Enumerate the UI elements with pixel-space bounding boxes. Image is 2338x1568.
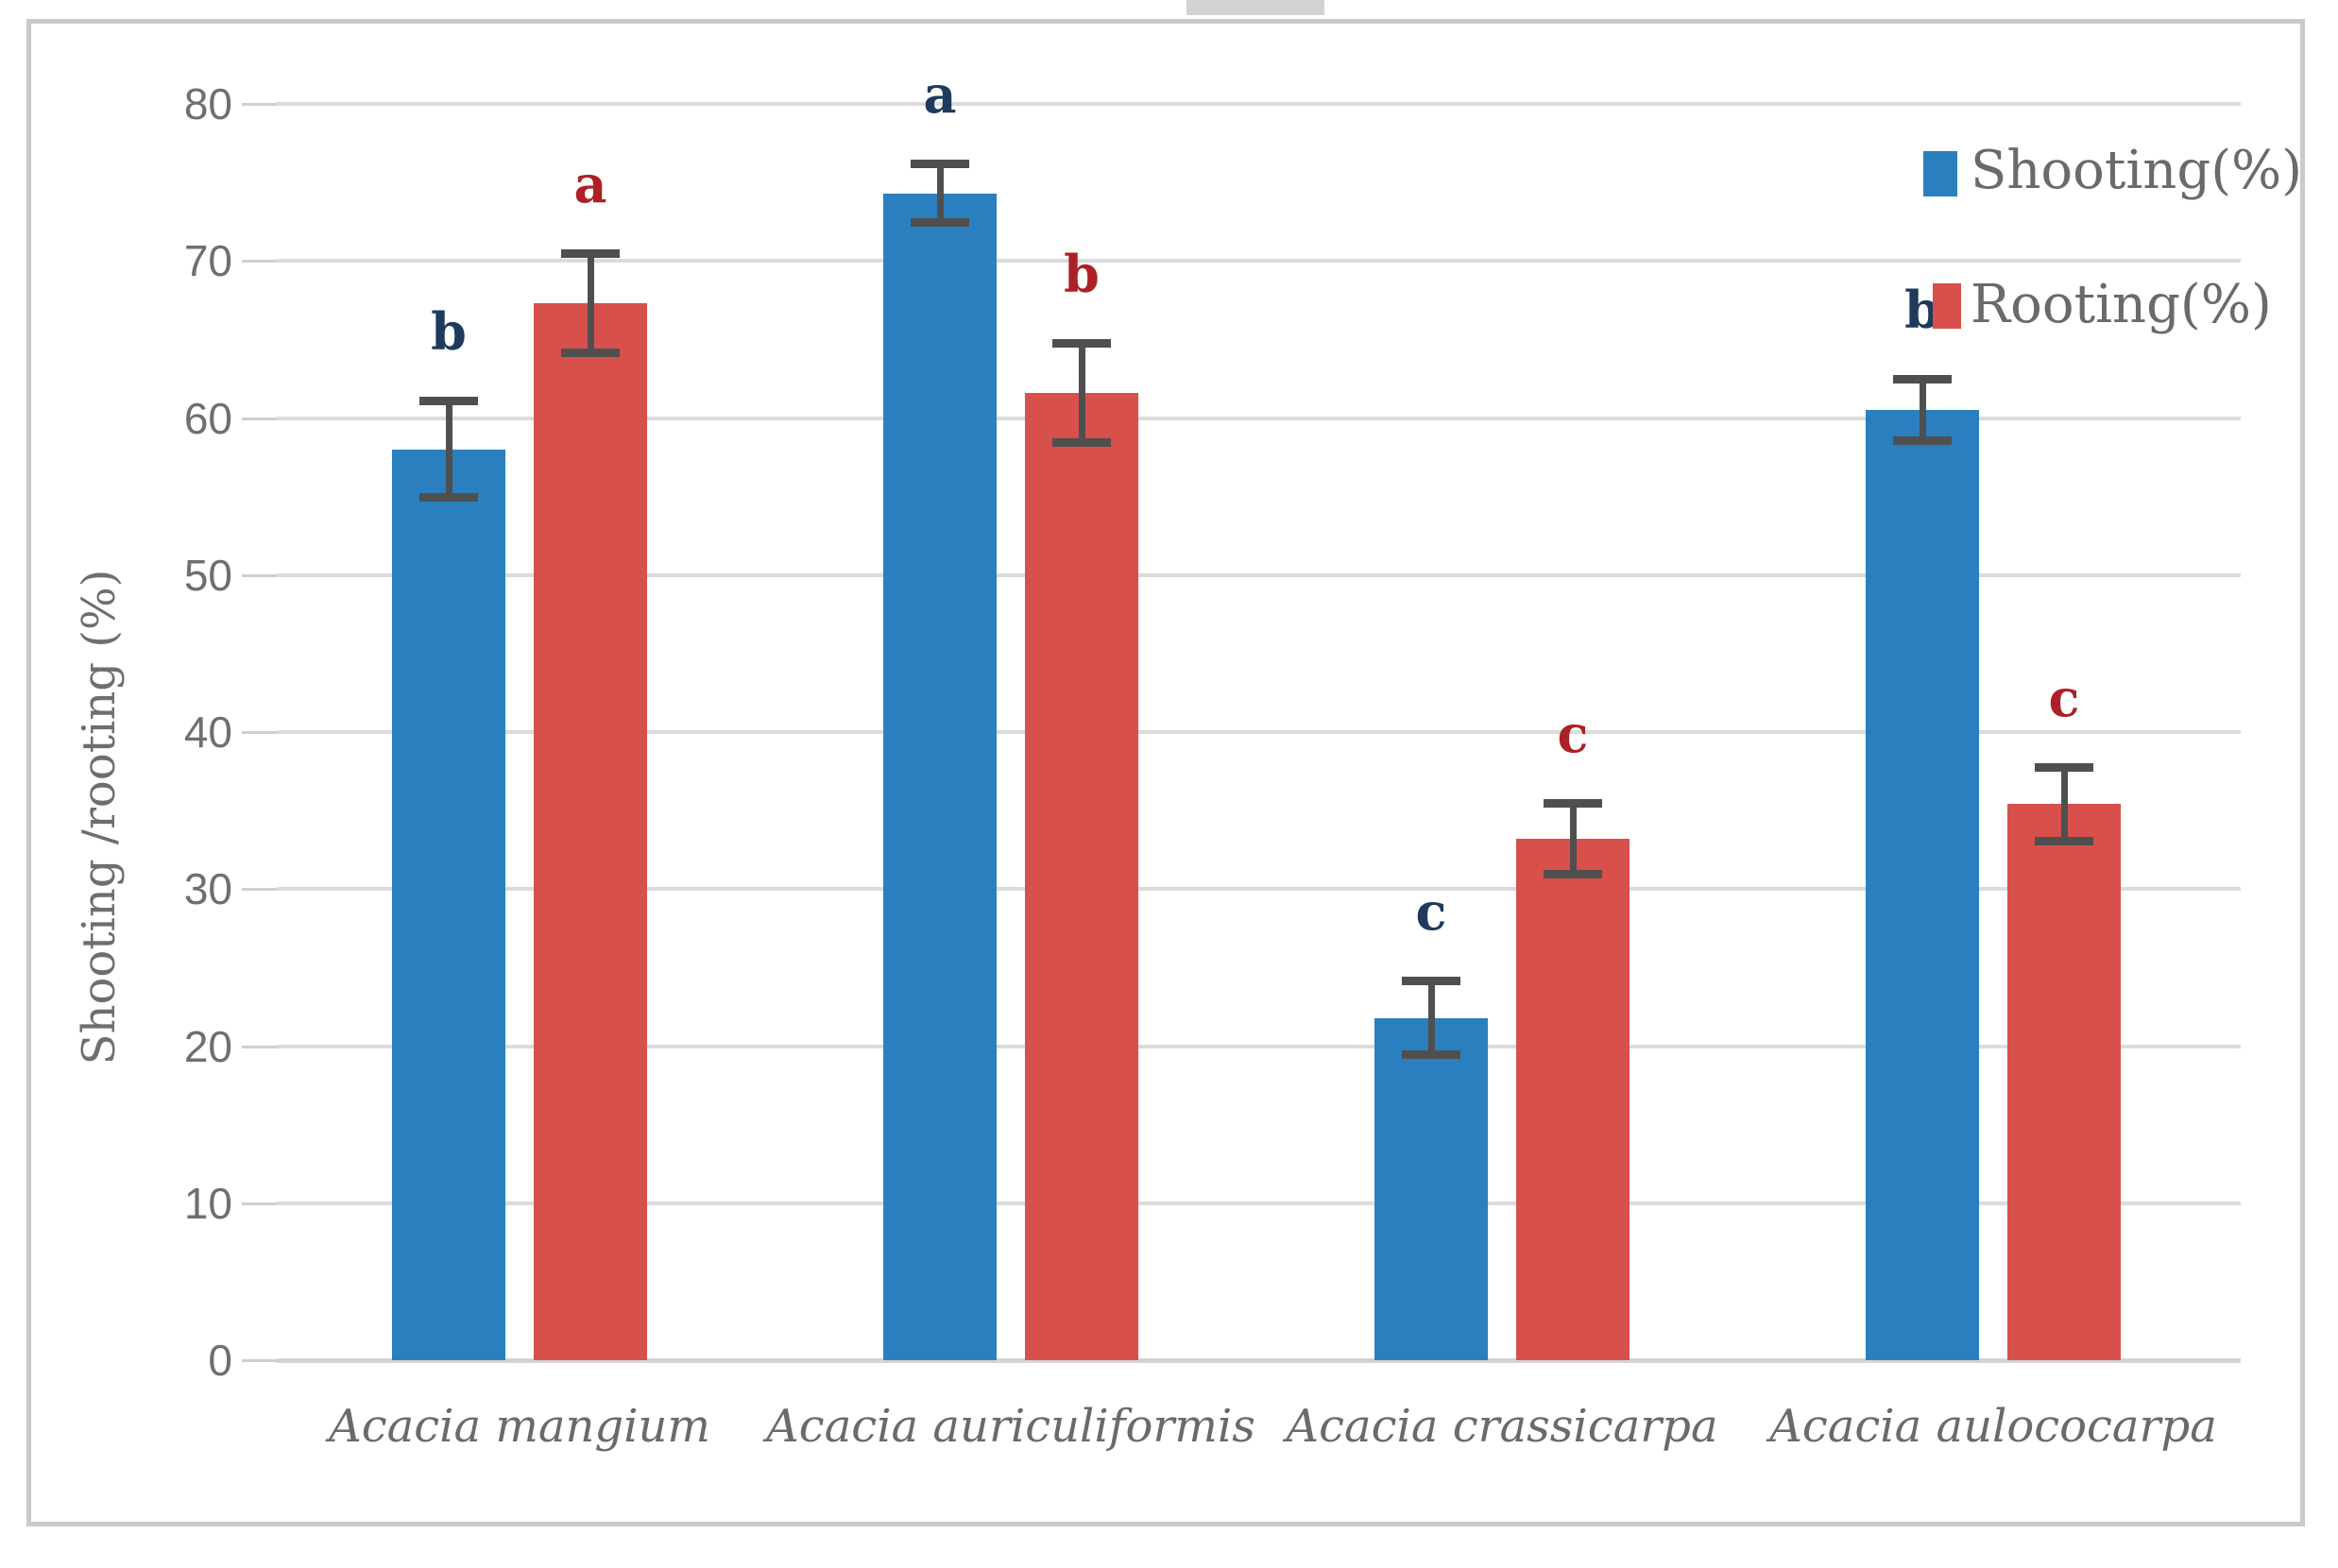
y-tick-label-80: 80 [183, 79, 232, 128]
gridline-60 [277, 416, 2241, 420]
error-bar-cap-bottom [2035, 837, 2093, 846]
legend-swatch-shooting [1923, 151, 1957, 196]
bar-rooting-2 [1516, 839, 1630, 1360]
error-bar-cap-bottom [561, 349, 620, 358]
error-bar-line [2060, 766, 2068, 843]
sig-letter-rooting-1: b [1064, 243, 1100, 304]
y-tick-label-70: 70 [183, 236, 232, 286]
error-bar-line [587, 252, 594, 354]
legend-swatch-rooting [1933, 283, 1961, 329]
error-bar-line [1427, 980, 1435, 1056]
error-bar-line [936, 163, 944, 224]
gridline-80 [277, 102, 2241, 106]
sig-letter-shooting-1: a [923, 64, 957, 126]
error-bar-cap-bottom [1052, 438, 1111, 448]
bar-shooting-1 [883, 193, 997, 1360]
x-axis-line [277, 1358, 2241, 1363]
scan-artifact-nub [1186, 0, 1324, 15]
error-bar-line [1078, 342, 1085, 444]
y-tick-label-50: 50 [183, 550, 232, 600]
error-bar-cap-top [1402, 976, 1460, 985]
x-category-label-0: Acacia mangium [329, 1400, 710, 1453]
bar-shooting-0 [392, 449, 505, 1360]
sig-letter-rooting-3: c [2048, 667, 2080, 728]
gridline-30 [277, 887, 2241, 892]
error-bar-cap-top [1544, 798, 1602, 808]
gridline-70 [277, 259, 2241, 264]
x-category-label-2: Acacia crassicarpa [1286, 1400, 1718, 1453]
error-bar-cap-top [1893, 374, 1952, 383]
error-bar-line [1569, 802, 1577, 876]
error-bar-cap-top [1052, 338, 1111, 348]
y-tick-label-0: 0 [208, 1336, 232, 1385]
sig-letter-shooting-0: b [431, 301, 467, 363]
error-bar-cap-bottom [1893, 436, 1952, 446]
bar-rooting-1 [1025, 392, 1138, 1360]
y-axis-title: Shooting /rooting (%) [73, 569, 126, 1065]
y-tick-30 [242, 888, 277, 892]
error-bar-cap-top [911, 160, 969, 169]
sig-letter-rooting-2: c [1557, 703, 1589, 764]
y-tick-70 [242, 260, 277, 264]
error-bar-cap-top [419, 397, 478, 406]
y-tick-20 [242, 1045, 277, 1048]
error-bar-cap-top [2035, 762, 2093, 772]
gridline-40 [277, 730, 2241, 734]
y-tick-label-20: 20 [183, 1021, 232, 1071]
y-tick-label-60: 60 [183, 393, 232, 443]
gridline-10 [277, 1201, 2241, 1205]
gridline-20 [277, 1044, 2241, 1048]
sig-letter-shooting-2: c [1415, 880, 1447, 942]
y-tick-10 [242, 1202, 277, 1205]
bar-shooting-3 [1866, 410, 1979, 1360]
y-tick-80 [242, 103, 277, 106]
gridline-50 [277, 572, 2241, 577]
error-bar-cap-top [561, 248, 620, 258]
legend-label-shooting: Shooting(%) [1971, 140, 2303, 201]
y-tick-label-10: 10 [183, 1178, 232, 1228]
y-tick-40 [242, 731, 277, 734]
bar-rooting-0 [534, 303, 647, 1360]
y-tick-0 [242, 1359, 277, 1362]
error-bar-cap-bottom [911, 218, 969, 228]
y-tick-60 [242, 417, 277, 420]
y-tick-label-30: 30 [183, 864, 232, 914]
error-bar-cap-bottom [1402, 1050, 1460, 1060]
x-category-label-1: Acacia auriculiformis [766, 1400, 1255, 1453]
bar-rooting-3 [2007, 804, 2121, 1360]
x-category-label-3: Acacia aulococarpa [1769, 1400, 2217, 1453]
error-bar-cap-bottom [1544, 870, 1602, 879]
y-tick-50 [242, 573, 277, 577]
y-tick-label-40: 40 [183, 707, 232, 757]
error-bar-line [445, 401, 452, 499]
legend-label-rooting: Rooting(%) [1971, 274, 2272, 335]
error-bar-cap-bottom [419, 493, 478, 503]
sig-letter-rooting-0: a [573, 153, 607, 214]
error-bar-line [1919, 378, 1926, 442]
bar-shooting-2 [1374, 1017, 1488, 1360]
